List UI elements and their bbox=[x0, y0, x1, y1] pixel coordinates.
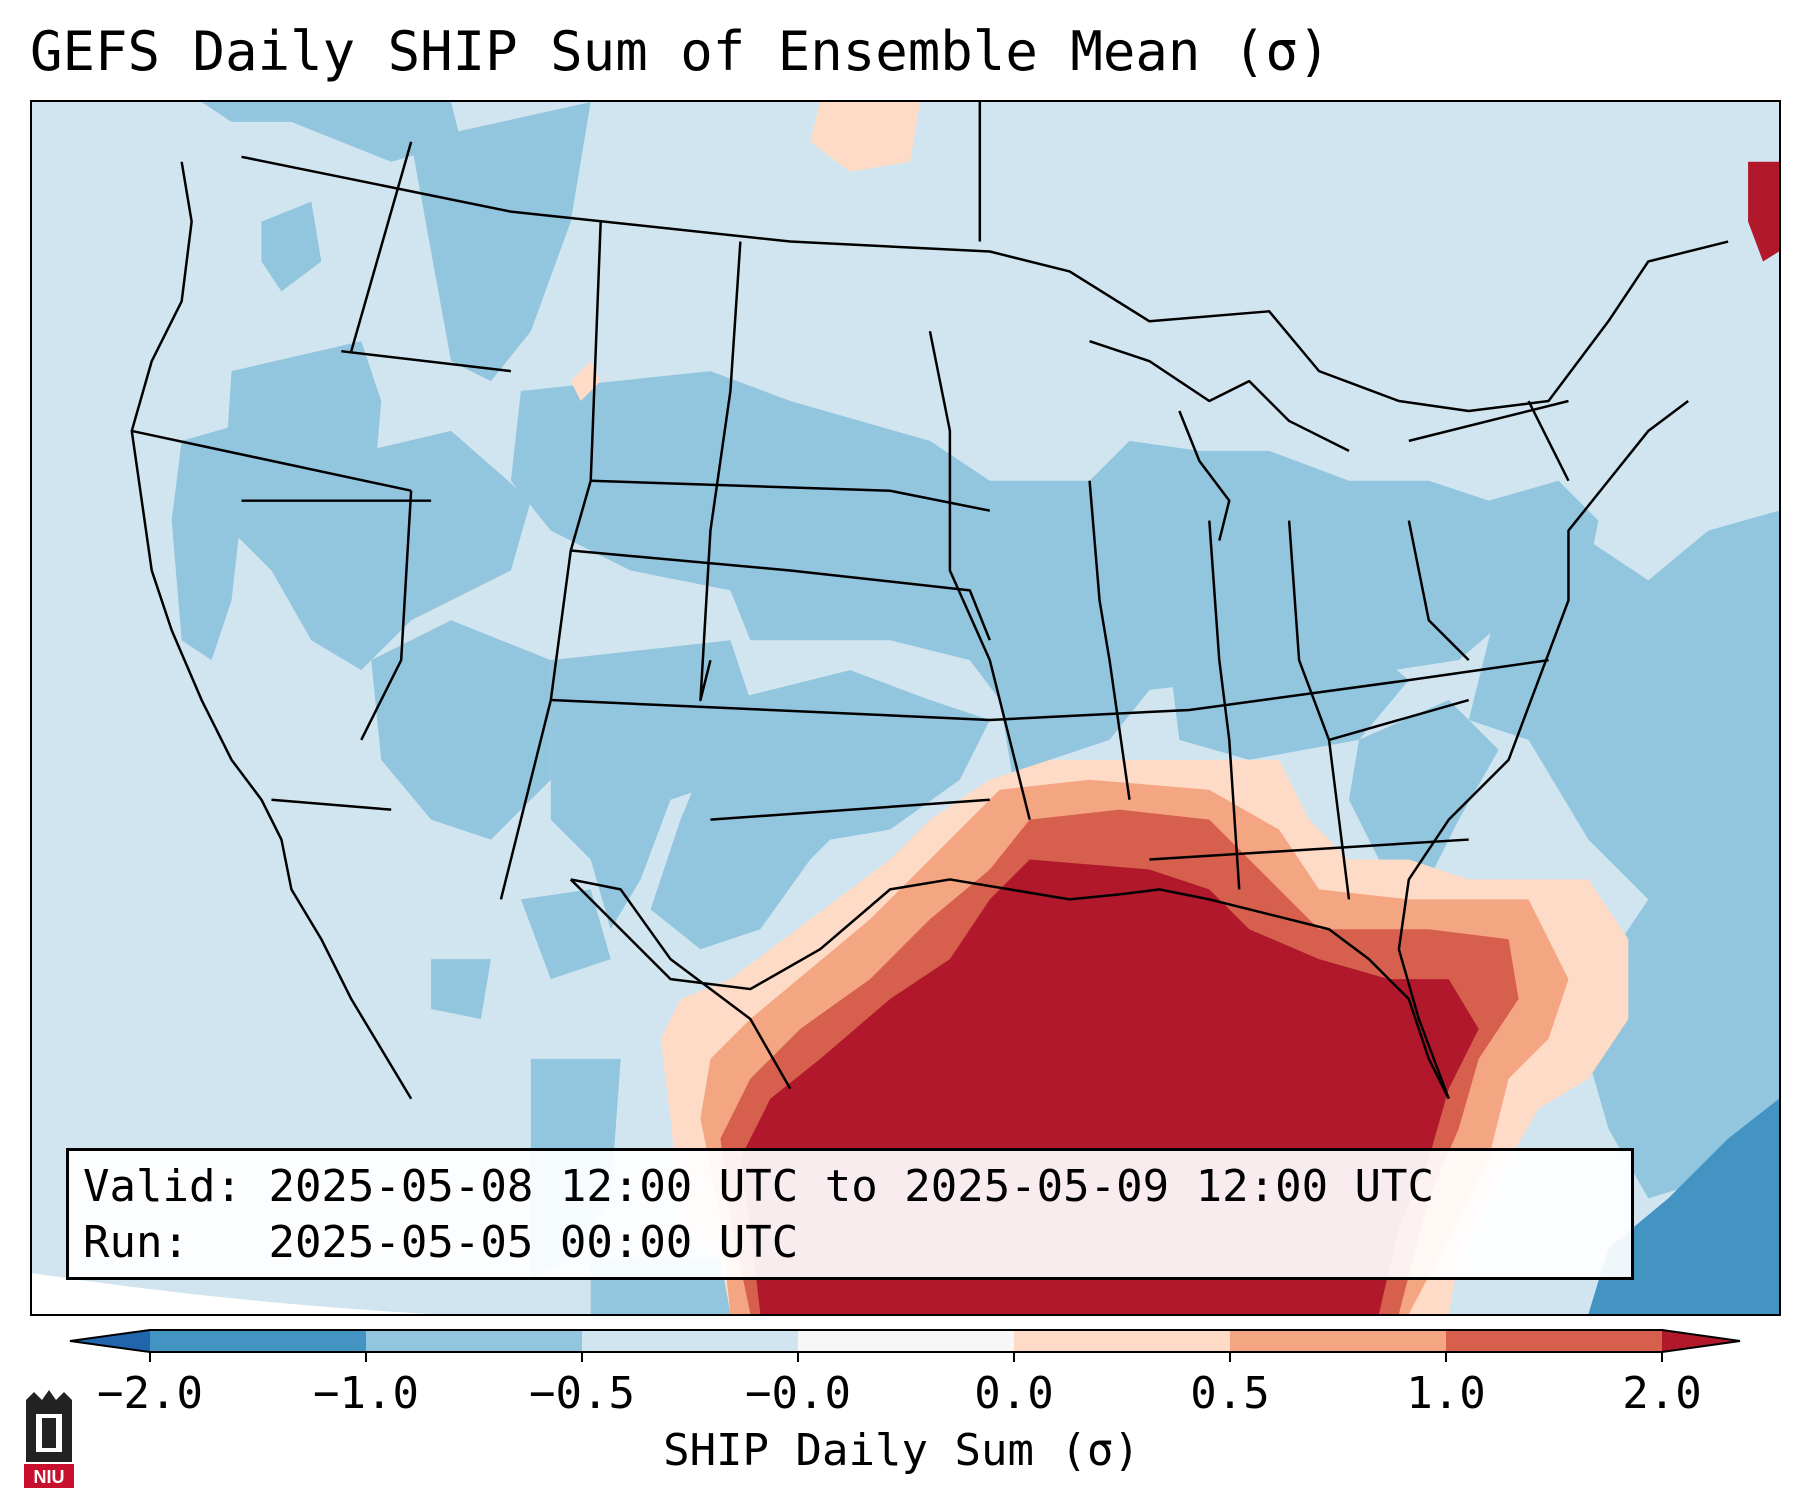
colorbar-tick-label: −0.0 bbox=[745, 1368, 851, 1419]
colorbar-tick-label: −2.0 bbox=[97, 1368, 203, 1419]
field-dark-blue bbox=[1588, 1098, 1779, 1314]
colorbar-bin bbox=[798, 1330, 1014, 1352]
colorbar-bin bbox=[1446, 1330, 1662, 1352]
colorbar-bin bbox=[70, 1330, 150, 1352]
off-domain-area bbox=[32, 1273, 432, 1314]
colorbar-tick-label: −0.5 bbox=[529, 1368, 635, 1419]
colorbar-ticks: −2.0 −1.0 −0.5 −0.0 0.0 0.5 1.0 2.0 bbox=[97, 1352, 1702, 1419]
run-value: 2025-05-05 00:00 UTC bbox=[268, 1217, 799, 1268]
colorbar-tick-label: 0.5 bbox=[1190, 1368, 1269, 1419]
colorbar-bin bbox=[150, 1330, 366, 1352]
colorbar-bin bbox=[1014, 1330, 1230, 1352]
colorbar-tick-label: 0.0 bbox=[974, 1368, 1053, 1419]
valid-label: Valid: bbox=[83, 1161, 242, 1212]
colorbar-tick-label: 2.0 bbox=[1622, 1368, 1701, 1419]
niu-logo: NIU bbox=[24, 1390, 74, 1488]
colorbar-bin bbox=[582, 1330, 798, 1352]
map-title: GEFS Daily SHIP Sum of Ensemble Mean (σ) bbox=[30, 20, 1331, 83]
colorbar-bin bbox=[1230, 1330, 1446, 1352]
colorbar-tick-label: −1.0 bbox=[313, 1368, 419, 1419]
colorbar-bin bbox=[1662, 1330, 1740, 1352]
logo-text: NIU bbox=[34, 1467, 65, 1487]
boundaries bbox=[130, 102, 1729, 1100]
info-box: Valid: 2025-05-08 12:00 UTC to 2025-05-0… bbox=[66, 1148, 1634, 1280]
colorbar-tick-label: 1.0 bbox=[1406, 1368, 1485, 1419]
map-canvas bbox=[32, 102, 1779, 1314]
colorbar: −2.0 −1.0 −0.5 −0.0 0.0 0.5 1.0 2.0 bbox=[69, 1329, 1741, 1419]
colorbar-bin bbox=[366, 1330, 582, 1352]
map-panel bbox=[30, 100, 1781, 1316]
colorbar-bins bbox=[69, 1329, 1741, 1353]
colorbar-label: SHIP Daily Sum (σ) bbox=[663, 1425, 1140, 1476]
run-label: Run: bbox=[83, 1217, 189, 1268]
valid-value: 2025-05-08 12:00 UTC to 2025-05-09 12:00… bbox=[268, 1161, 1435, 1212]
